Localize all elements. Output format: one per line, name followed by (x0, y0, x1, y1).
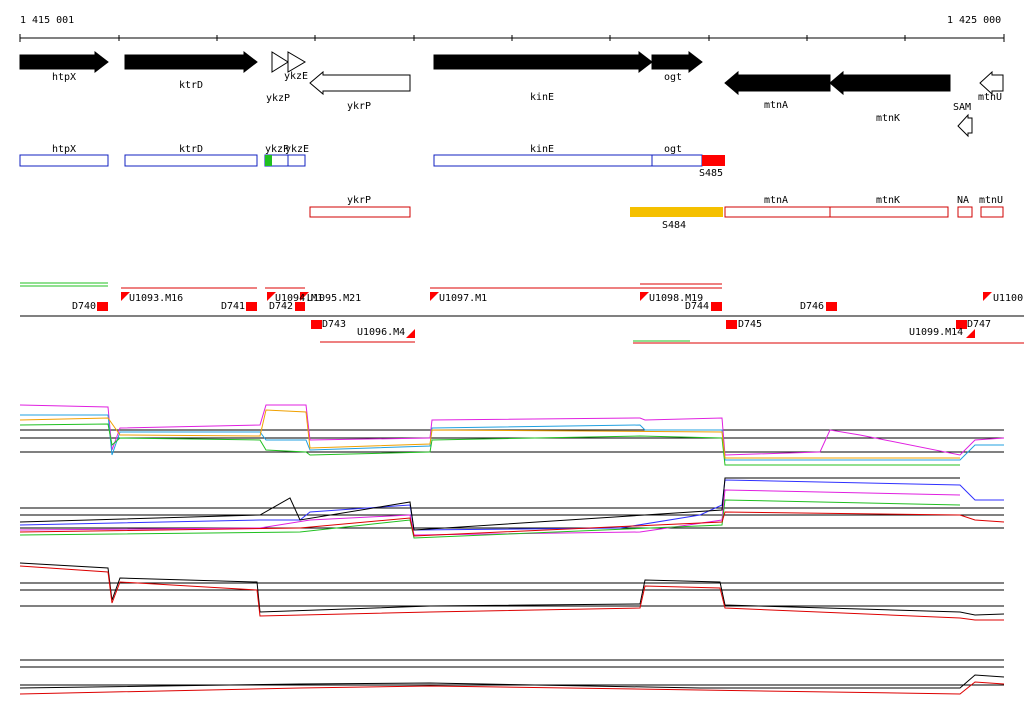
gene-label: htpX (52, 72, 76, 83)
marker-label: U1100. (993, 293, 1024, 304)
marker-label: D742 (269, 301, 293, 312)
box-label: mtnU (979, 195, 1003, 206)
blue-boxes (19, 154, 703, 167)
marker-label: D745 (738, 319, 762, 330)
gene-label: SAM (953, 102, 971, 113)
gene-label: mtnU (978, 92, 1002, 103)
box-label: mtnK (876, 195, 900, 206)
red-boxes (309, 206, 1004, 218)
marker-label: D744 (685, 301, 709, 312)
gene-label: ykrP (347, 101, 371, 112)
box-label: ykrP (347, 195, 371, 206)
gene-label: kinE (530, 92, 554, 103)
gene-label: mtnA (764, 100, 788, 111)
marker-label: D743 (322, 319, 346, 330)
marker-label: U1094.M1 (275, 293, 323, 304)
box-label: mtnA (764, 195, 788, 206)
marker-label: D747 (967, 319, 991, 330)
marker-label: U1093.M16 (129, 293, 183, 304)
gene-label: ykzE (284, 71, 308, 82)
box-label: htpX (52, 144, 76, 155)
gene-label: mtnK (876, 113, 900, 124)
marker-label: U1099.M14 (909, 327, 963, 338)
box-label: ykzP (265, 144, 289, 155)
box-label: S485 (699, 168, 723, 179)
box-label: ktrD (179, 144, 203, 155)
marker-label: U1096.M4 (357, 327, 405, 338)
box-label: ykzE (285, 144, 309, 155)
red-box (702, 155, 725, 166)
signal-tracks (19, 404, 1005, 695)
gene-label: ykzP (266, 93, 290, 104)
gene-label: ogt (664, 72, 682, 83)
ruler-start: 1 415 001 (20, 15, 74, 26)
marker-label: U1095.M21 (307, 293, 361, 304)
ruler (19, 34, 1005, 42)
box-label: S484 (662, 220, 686, 231)
box-label: ogt (664, 144, 682, 155)
marker-track (20, 282, 1024, 344)
box-label: NA (957, 195, 969, 206)
box-label: kinE (530, 144, 554, 155)
green-box (265, 155, 272, 166)
gene-label: ktrD (179, 80, 203, 91)
ruler-end: 1 425 000 (947, 15, 1001, 26)
marker-label: D740 (72, 301, 96, 312)
yellow-box (630, 207, 723, 217)
marker-label: D746 (800, 301, 824, 312)
marker-label: U1097.M1 (439, 293, 487, 304)
marker-label: D741 (221, 301, 245, 312)
gene-arrows (19, 50, 1004, 138)
marker-label: U1098.M19 (649, 293, 703, 304)
